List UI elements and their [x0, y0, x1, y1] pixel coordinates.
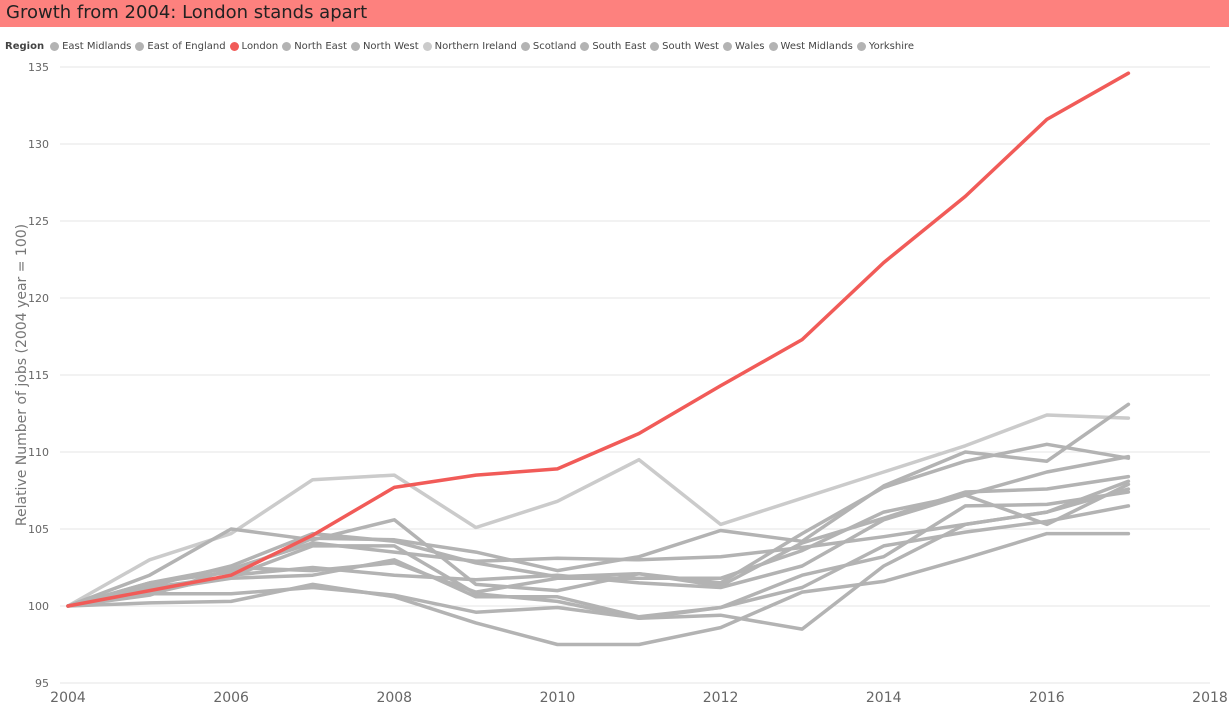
legend-marker-icon — [135, 41, 145, 51]
legend-item-label: Yorkshire — [868, 40, 915, 52]
legend-item[interactable]: South East — [580, 41, 646, 52]
y-tick-label: 125 — [28, 215, 49, 228]
y-tick-label: 105 — [28, 523, 49, 536]
y-axis-ticks: 95 100 105 110 115 120 125 130 135 — [28, 61, 49, 690]
legend-item[interactable]: North East — [282, 41, 347, 52]
y-tick-label: 135 — [28, 61, 49, 74]
legend-item[interactable]: East Midlands — [50, 41, 131, 52]
legend-item[interactable]: Northern Ireland — [422, 40, 517, 52]
legend-item-label: East Midlands — [62, 40, 132, 52]
legend-marker-icon — [229, 41, 239, 51]
legend-item-label: North West — [362, 40, 419, 52]
chart-title: Growth from 2004: London stands apart — [6, 2, 368, 23]
x-tick-label: 2010 — [540, 690, 576, 706]
series-line-north-west[interactable] — [66, 482, 1131, 608]
legend-item[interactable]: Scotland — [520, 40, 577, 52]
y-axis-label: Relative Number of jobs (2004 year = 100… — [14, 224, 30, 526]
y-tick-label: 130 — [28, 138, 49, 151]
legend-title: Region — [5, 40, 45, 52]
legend-item-label: Northern Ireland — [434, 40, 517, 52]
series-line-yorkshire[interactable] — [66, 504, 1131, 619]
series-line-east-of-england[interactable] — [66, 442, 1131, 608]
y-tick-label: 110 — [28, 446, 49, 459]
legend-marker-icon — [768, 41, 778, 51]
legend-marker-icon — [50, 41, 60, 51]
series-line-northern-ireland[interactable] — [66, 413, 1131, 608]
series-line-west-midlands[interactable] — [66, 479, 1131, 631]
legend-item-label: North East — [294, 40, 347, 52]
legend-item[interactable]: East of England — [135, 40, 226, 52]
series-lines — [66, 71, 1131, 647]
legend-item-label: West Midlands — [780, 40, 853, 52]
legend-item[interactable]: South West — [650, 41, 719, 52]
legend-item-label: East of England — [147, 40, 226, 52]
legend-item-label: South East — [592, 40, 647, 52]
legend-item-label: London — [241, 40, 279, 52]
x-tick-label: 2012 — [703, 690, 739, 706]
x-tick-label: 2016 — [1029, 690, 1065, 706]
legend-item[interactable]: Wales — [722, 40, 765, 52]
legend-marker-icon — [422, 41, 432, 51]
series-line-south-east[interactable] — [66, 490, 1131, 621]
series-line-scotland[interactable] — [66, 487, 1131, 608]
x-tick-label: 2014 — [866, 690, 902, 706]
x-tick-label: 2008 — [376, 690, 412, 706]
x-tick-label: 2004 — [50, 690, 86, 706]
x-tick-label: 2006 — [213, 690, 249, 706]
legend-item[interactable]: North West — [350, 40, 419, 52]
series-line-london[interactable] — [66, 71, 1131, 608]
legend-item-label: South West — [662, 40, 719, 52]
title-bar: Growth from 2004: London stands apart — [0, 0, 1229, 27]
legend-item-label: Scotland — [532, 40, 577, 52]
legend-marker-icon — [722, 41, 732, 51]
legend-marker-icon — [650, 41, 660, 51]
x-tick-label: 2018 — [1192, 690, 1228, 706]
y-tick-label: 115 — [28, 369, 49, 382]
legend-item[interactable]: London — [229, 40, 279, 52]
y-tick-label: 120 — [28, 292, 49, 305]
legend-item[interactable]: Yorkshire — [856, 40, 915, 52]
legend-marker-icon — [282, 41, 292, 51]
x-axis-ticks: 2004 2006 2008 2010 2012 2014 2016 2018 — [50, 690, 1228, 706]
legend-item[interactable]: West Midlands — [768, 40, 853, 52]
y-tick-label: 100 — [28, 600, 49, 613]
legend-marker-icon — [580, 41, 590, 51]
legend: Region East Midlands East of England Londo… — [5, 39, 918, 53]
legend-marker-icon — [350, 41, 360, 51]
legend-marker-icon — [520, 41, 530, 51]
legend-marker-icon — [856, 41, 866, 51]
legend-item-label: Wales — [734, 40, 765, 52]
series-line-wales[interactable] — [66, 531, 1131, 647]
y-tick-label: 95 — [35, 677, 49, 690]
gridlines — [60, 66, 1210, 684]
